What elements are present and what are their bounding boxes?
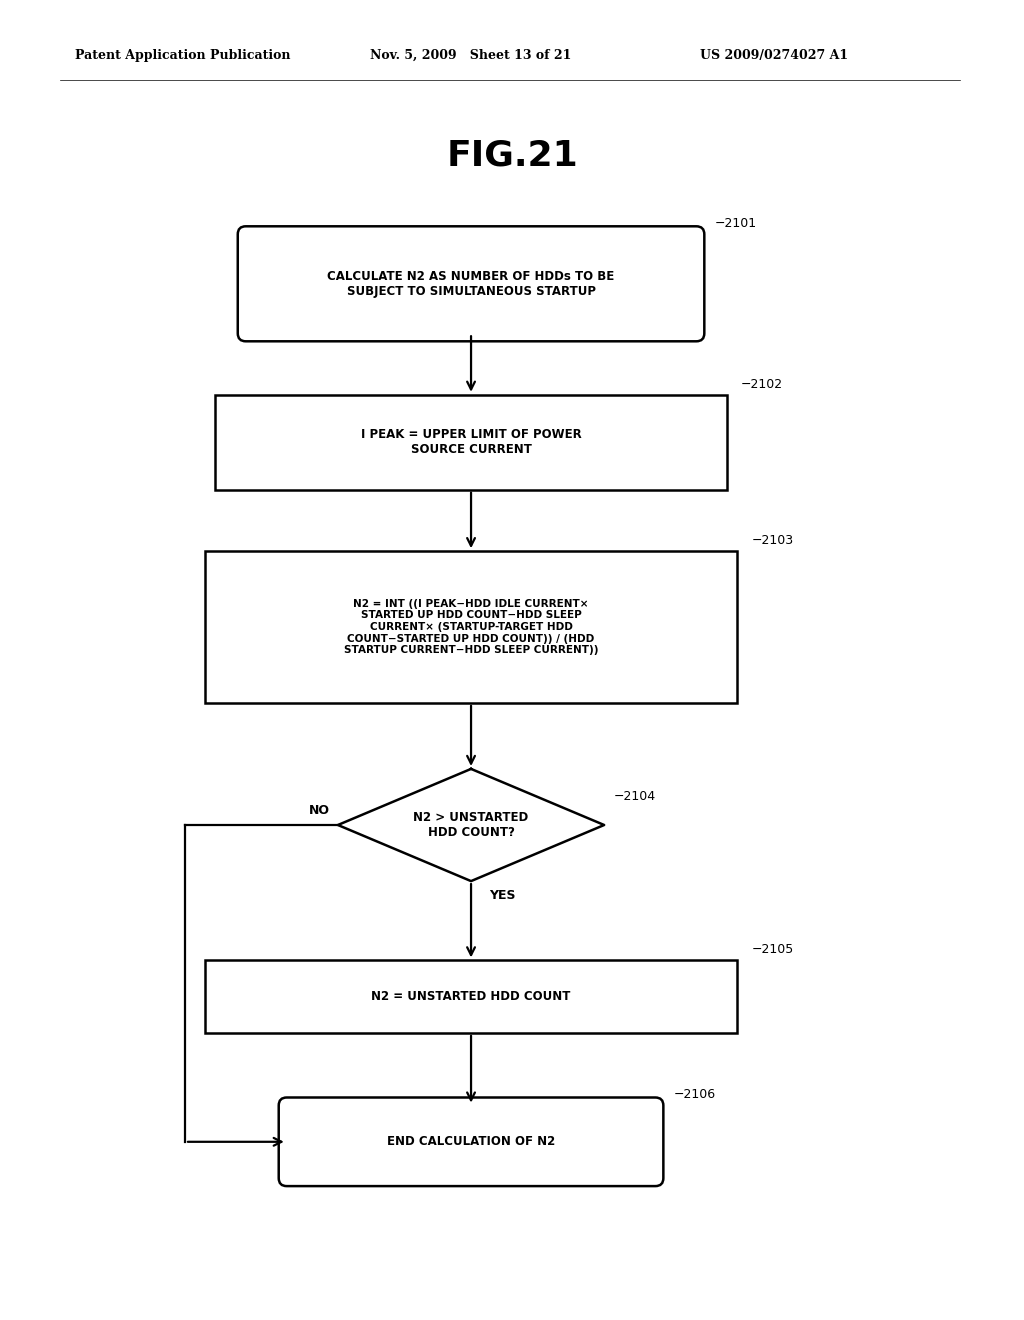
Text: N2 = INT ((I PEAK−HDD IDLE CURRENT×
STARTED UP HDD COUNT−HDD SLEEP
CURRENT× (STA: N2 = INT ((I PEAK−HDD IDLE CURRENT× STAR… bbox=[344, 599, 598, 655]
Text: END CALCULATION OF N2: END CALCULATION OF N2 bbox=[387, 1135, 555, 1148]
Text: N2 > UNSTARTED
HDD COUNT?: N2 > UNSTARTED HDD COUNT? bbox=[414, 810, 528, 840]
Text: NO: NO bbox=[309, 804, 330, 817]
Text: −2105: −2105 bbox=[752, 944, 794, 956]
Text: Nov. 5, 2009   Sheet 13 of 21: Nov. 5, 2009 Sheet 13 of 21 bbox=[370, 49, 571, 62]
Text: −2102: −2102 bbox=[741, 378, 783, 391]
Text: Patent Application Publication: Patent Application Publication bbox=[75, 49, 291, 62]
Text: −2101: −2101 bbox=[715, 218, 757, 230]
Text: YES: YES bbox=[489, 890, 515, 902]
Text: I PEAK = UPPER LIMIT OF POWER
SOURCE CURRENT: I PEAK = UPPER LIMIT OF POWER SOURCE CUR… bbox=[360, 428, 582, 457]
Text: US 2009/0274027 A1: US 2009/0274027 A1 bbox=[700, 49, 848, 62]
Text: −2106: −2106 bbox=[674, 1089, 716, 1101]
Polygon shape bbox=[338, 768, 604, 882]
Text: CALCULATE N2 AS NUMBER OF HDDs TO BE
SUBJECT TO SIMULTANEOUS STARTUP: CALCULATE N2 AS NUMBER OF HDDs TO BE SUB… bbox=[328, 269, 614, 298]
Bar bbox=[215, 395, 727, 490]
Text: FIG.21: FIG.21 bbox=[446, 139, 578, 172]
Bar bbox=[205, 961, 737, 1032]
FancyBboxPatch shape bbox=[238, 226, 705, 342]
FancyBboxPatch shape bbox=[279, 1097, 664, 1187]
Bar bbox=[205, 552, 737, 702]
Text: −2103: −2103 bbox=[752, 535, 794, 546]
Text: −2104: −2104 bbox=[614, 789, 656, 803]
Text: N2 = UNSTARTED HDD COUNT: N2 = UNSTARTED HDD COUNT bbox=[372, 990, 570, 1003]
